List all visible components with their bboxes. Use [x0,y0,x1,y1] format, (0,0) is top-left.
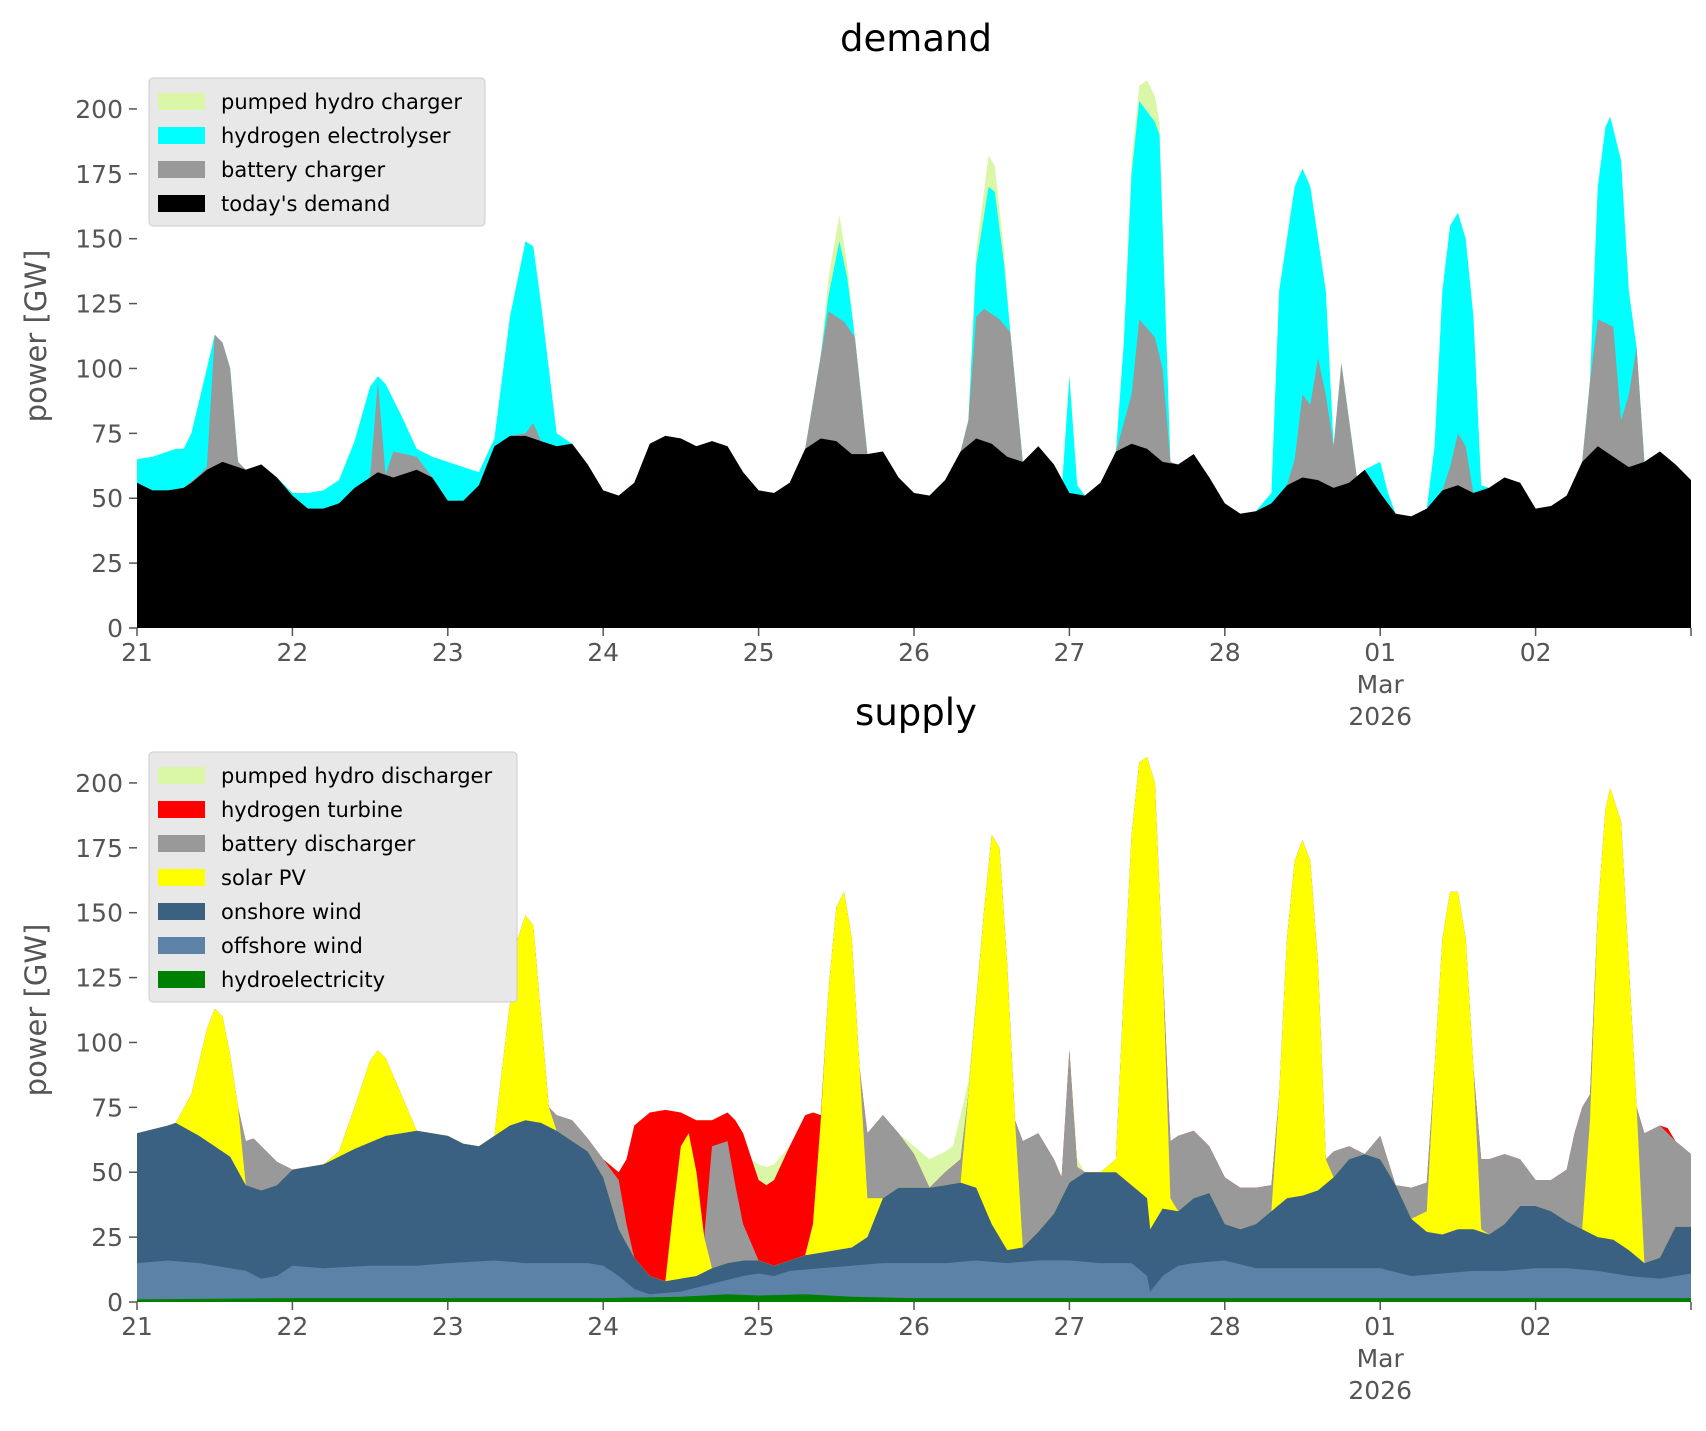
x-tick-label: 2026 [1348,702,1412,731]
legend-swatch-offshore-wind [158,937,205,954]
y-tick-label: 100 [75,354,123,383]
y-tick-label: 150 [75,899,123,928]
y-tick-label: 25 [91,1223,123,1252]
x-tick-label: 27 [1053,638,1085,667]
y-tick-label: 175 [75,834,123,863]
y-tick-label: 0 [107,1288,123,1317]
x-tick-label: 28 [1209,1312,1241,1341]
area-layer [137,757,1691,1302]
legend-label: onshore wind [221,900,362,924]
legend-box [148,751,518,1003]
legend-label: solar PV [221,866,306,890]
legend-label: pumped hydro discharger [221,764,492,788]
y-tick-label: 175 [75,160,123,189]
x-tick-label: 21 [121,1312,153,1341]
y-tick-label: 75 [91,419,123,448]
legend-swatch-pumped-hydro-charger [158,93,205,110]
legend-swatch-onshore-wind [158,903,205,920]
x-tick-label: 25 [743,638,775,667]
y-tick-label: 75 [91,1093,123,1122]
x-tick-label: 22 [276,638,308,667]
y-tick-label: 200 [75,769,123,798]
x-tick-label: 26 [898,1312,930,1341]
x-tick-label: Mar [1357,670,1405,699]
x-tick-label: 24 [587,638,619,667]
legend-label: hydrogen turbine [221,798,403,822]
y-axis-label: power [GW] [19,250,53,423]
y-tick-label: 0 [107,614,123,643]
chart-title: supply [855,691,977,734]
area-offshore-wind [137,1260,1691,1302]
legend-swatch-battery-discharger [158,835,205,852]
area-today-s-demand [137,435,1691,628]
supply-panel: supply 0 25 50 75 100 125 150 175 200 21 22 23 24 25… [19,691,1692,1405]
x-tick-label: 02 [1520,1312,1552,1341]
legend-label: hydroelectricity [221,968,385,992]
legend-label: hydrogen electrolyser [221,124,451,148]
x-tick-label: 23 [432,638,464,667]
legend: pumped hydro discharger hydrogen turbine b… [148,751,518,1003]
chart-title: demand [840,17,992,60]
x-tick-label: Mar [1357,1344,1405,1373]
y-tick-label: 150 [75,225,123,254]
demand-panel: demand 0 25 50 75 100 125 150 175 200 21 22 23 24 25… [19,17,1692,731]
y-tick-label: 125 [75,290,123,319]
x-axis: 21 22 23 24 25 26 27 28 01 Mar 2026 02 [121,1302,1692,1405]
legend-swatch-pumped-hydro-discharger [158,767,205,784]
x-tick-label: 21 [121,638,153,667]
area-hydroelectricity [137,1294,1691,1302]
x-tick-label: 24 [587,1312,619,1341]
legend-swatch-hydrogen-turbine [158,801,205,818]
legend-label: battery discharger [221,832,416,856]
x-tick-label: 22 [276,1312,308,1341]
legend-label: pumped hydro charger [221,90,462,114]
x-tick-label: 01 [1364,638,1396,667]
legend-swatch-today-s-demand [158,195,205,212]
legend-label: battery charger [221,158,386,182]
legend-swatch-battery-charger [158,161,205,178]
area-onshore-wind [137,1120,1691,1302]
legend-swatch-hydroelectricity [158,971,205,988]
y-axis: 0 25 50 75 100 125 150 175 200 [75,769,137,1317]
y-tick-label: 50 [91,1158,123,1187]
x-tick-label: 01 [1364,1312,1396,1341]
x-tick-label: 26 [898,638,930,667]
legend: pumped hydro charger hydrogen electrolyse… [148,77,486,227]
y-axis-label: power [GW] [19,924,53,1097]
legend-box [148,77,486,227]
x-tick-label: 02 [1520,638,1552,667]
x-tick-label: 25 [743,1312,775,1341]
legend-swatch-solar-pv [158,869,205,886]
y-axis: 0 25 50 75 100 125 150 175 200 [75,95,137,643]
legend-swatch-hydrogen-electrolyser [158,127,205,144]
y-tick-label: 125 [75,964,123,993]
x-tick-label: 28 [1209,638,1241,667]
x-axis: 21 22 23 24 25 26 27 28 01 Mar 2026 02 [121,628,1692,731]
y-tick-label: 25 [91,549,123,578]
y-tick-label: 50 [91,484,123,513]
x-tick-label: 23 [432,1312,464,1341]
legend-label: today's demand [221,192,390,216]
x-tick-label: 2026 [1348,1376,1412,1405]
legend-label: offshore wind [221,934,363,958]
x-tick-label: 27 [1053,1312,1085,1341]
area-layer [137,80,1691,629]
y-tick-label: 100 [75,1028,123,1057]
y-tick-label: 200 [75,95,123,124]
